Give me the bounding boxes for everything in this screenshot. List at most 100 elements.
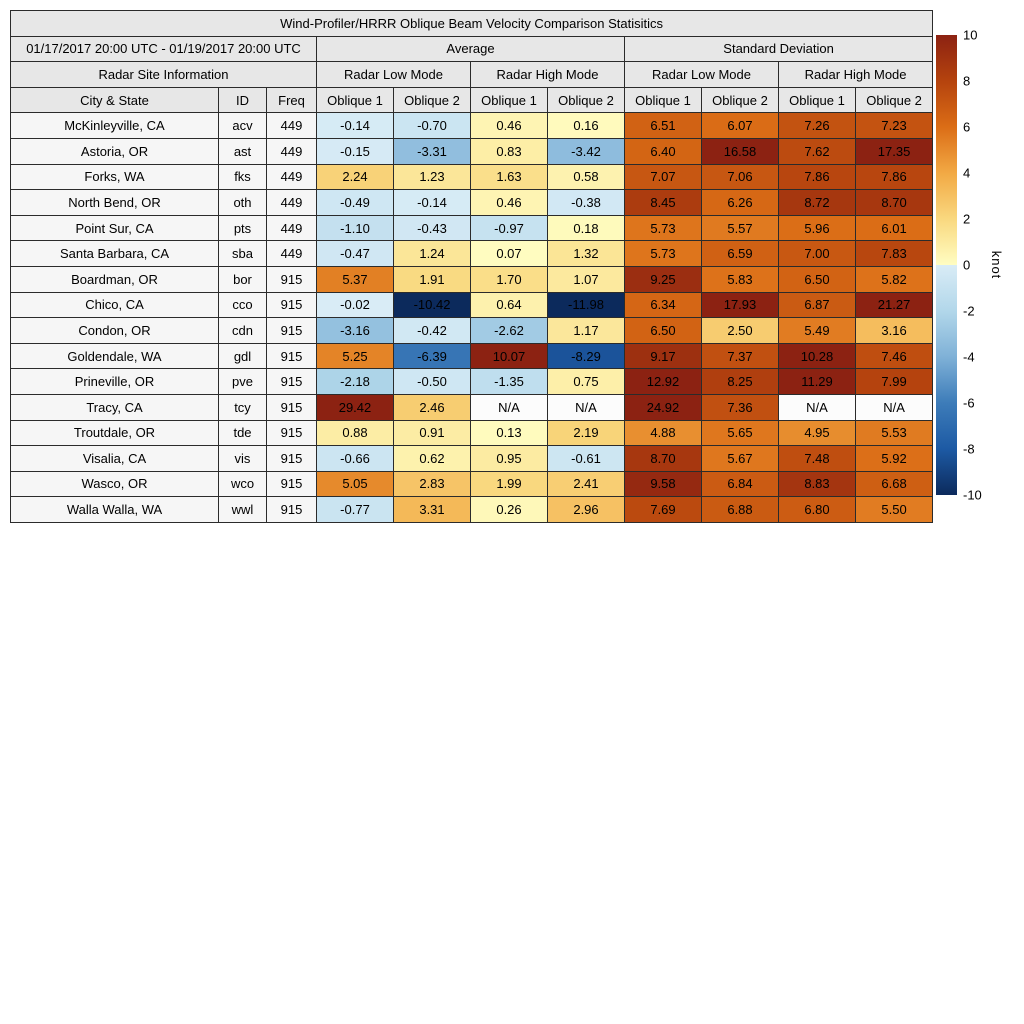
- value-cell: 0.83: [470, 137, 548, 165]
- value-cell: 0.62: [393, 445, 471, 472]
- value-cell: 7.36: [701, 393, 779, 421]
- city-cell: Wasco, OR: [10, 470, 219, 498]
- value-cell: -3.31: [393, 137, 471, 165]
- value-cell: 1.23: [393, 163, 471, 191]
- value-cell: 2.19: [547, 419, 625, 447]
- colorbar-tick-label: 6: [963, 119, 971, 135]
- value-cell: 5.37: [316, 265, 394, 293]
- value-cell: 0.88: [316, 419, 394, 447]
- value-cell: 1.17: [547, 317, 625, 344]
- value-cell: 0.75: [547, 368, 625, 395]
- city-cell: North Bend, OR: [10, 189, 219, 216]
- value-cell: 7.48: [778, 445, 856, 472]
- freq-cell: 915: [266, 419, 317, 447]
- freq-cell: 449: [266, 163, 317, 191]
- value-cell: -0.38: [547, 189, 625, 216]
- id-cell: fks: [218, 163, 267, 191]
- column-header-row: City & State ID Freq Oblique 1 Oblique 2…: [10, 86, 934, 114]
- value-cell: -0.97: [470, 214, 548, 242]
- id-cell: cco: [218, 291, 267, 319]
- oblique2-header: Oblique 2: [393, 86, 471, 114]
- value-cell: N/A: [470, 393, 548, 421]
- value-cell: 0.91: [393, 419, 471, 447]
- value-cell: 5.57: [701, 214, 779, 242]
- value-cell: 5.73: [624, 214, 702, 242]
- value-cell: 24.92: [624, 393, 702, 421]
- freq-cell: 915: [266, 496, 317, 523]
- value-cell: -11.98: [547, 291, 625, 319]
- value-cell: 5.96: [778, 214, 856, 242]
- colorbar-gradient: [936, 35, 957, 495]
- value-cell: 7.99: [854, 368, 934, 395]
- avg-low-mode-header: Radar Low Mode: [316, 61, 471, 88]
- colorbar-tick-label: 0: [963, 257, 971, 273]
- value-cell: 9.25: [624, 265, 702, 293]
- colorbar-tick-label: -8: [963, 441, 975, 457]
- table-row: Santa Barbara, CA sba 449 -0.47 1.24 0.07 1.32…: [10, 240, 934, 267]
- value-cell: 2.41: [547, 470, 625, 498]
- id-header: ID: [218, 86, 267, 114]
- freq-cell: 915: [266, 470, 317, 498]
- city-cell: Chico, CA: [10, 291, 219, 319]
- value-cell: 7.00: [778, 240, 856, 267]
- city-cell: Walla Walla, WA: [10, 496, 219, 523]
- table-row: Boardman, OR bor 915 5.37 1.91 1.70 1.07 9.25 5.…: [10, 265, 934, 293]
- oblique1-header: Oblique 1: [470, 86, 548, 114]
- colorbar: 10 8 6 4 2 0 -2 -4 -6 -8 -10 knot: [936, 29, 1004, 502]
- table-row: Tracy, CA tcy 915 29.42 2.46 N/A N/A 24.92 7.36 N…: [10, 393, 934, 421]
- colorbar-unit-label: knot: [989, 250, 1004, 280]
- value-cell: 11.29: [778, 368, 856, 395]
- avg-high-mode-header: Radar High Mode: [470, 61, 625, 88]
- value-cell: 6.59: [701, 240, 779, 267]
- value-cell: 5.67: [701, 445, 779, 472]
- value-cell: 5.65: [701, 419, 779, 447]
- value-cell: 6.68: [854, 470, 934, 498]
- oblique1-header: Oblique 1: [778, 86, 856, 114]
- value-cell: -2.18: [316, 368, 394, 395]
- table-row: Point Sur, CA pts 449 -1.10 -0.43 -0.97 0.18 5.…: [10, 214, 934, 242]
- value-cell: 8.72: [778, 189, 856, 216]
- value-cell: -3.16: [316, 317, 394, 344]
- value-cell: 7.07: [624, 163, 702, 191]
- freq-cell: 915: [266, 393, 317, 421]
- colorbar-tick-label: 8: [963, 73, 971, 89]
- value-cell: -0.42: [393, 317, 471, 344]
- value-cell: 1.24: [393, 240, 471, 267]
- value-cell: 6.01: [854, 214, 934, 242]
- value-cell: 1.91: [393, 265, 471, 293]
- value-cell: -0.02: [316, 291, 394, 319]
- value-cell: 0.16: [547, 112, 625, 139]
- value-cell: 5.92: [854, 445, 934, 472]
- value-cell: 0.26: [470, 496, 548, 523]
- value-cell: 29.42: [316, 393, 394, 421]
- value-cell: -1.10: [316, 214, 394, 242]
- id-cell: pts: [218, 214, 267, 242]
- table-row: North Bend, OR oth 449 -0.49 -0.14 0.46 -0.38 8…: [10, 189, 934, 216]
- value-cell: 0.64: [470, 291, 548, 319]
- radar-site-information-header: Radar Site Information: [10, 61, 317, 88]
- table-row: Forks, WA fks 449 2.24 1.23 1.63 0.58 7.07 7.06 7…: [10, 163, 934, 191]
- table-row: Wasco, OR wco 915 5.05 2.83 1.99 2.41 9.58 6.84 8…: [10, 470, 934, 498]
- value-cell: 10.07: [470, 342, 548, 370]
- value-cell: -0.77: [316, 496, 394, 523]
- value-cell: 1.07: [547, 265, 625, 293]
- value-cell: 5.83: [701, 265, 779, 293]
- freq-header: Freq: [266, 86, 317, 114]
- oblique2-header: Oblique 2: [701, 86, 779, 114]
- id-cell: tcy: [218, 393, 267, 421]
- oblique1-header: Oblique 1: [624, 86, 702, 114]
- value-cell: 8.83: [778, 470, 856, 498]
- value-cell: 2.83: [393, 470, 471, 498]
- oblique2-header: Oblique 2: [854, 86, 934, 114]
- value-cell: 7.46: [854, 342, 934, 370]
- std-high-mode-header: Radar High Mode: [777, 61, 934, 88]
- value-cell: 6.87: [778, 291, 856, 319]
- value-cell: 6.40: [624, 137, 702, 165]
- value-cell: 9.58: [624, 470, 702, 498]
- table-row: Walla Walla, WA wwl 915 -0.77 3.31 0.26 2.96 7.…: [10, 496, 934, 523]
- city-cell: Point Sur, CA: [10, 214, 219, 242]
- colorbar-tick-label: -10: [963, 487, 982, 503]
- value-cell: 21.27: [854, 291, 934, 319]
- value-cell: 8.45: [624, 189, 702, 216]
- value-cell: -0.43: [393, 214, 471, 242]
